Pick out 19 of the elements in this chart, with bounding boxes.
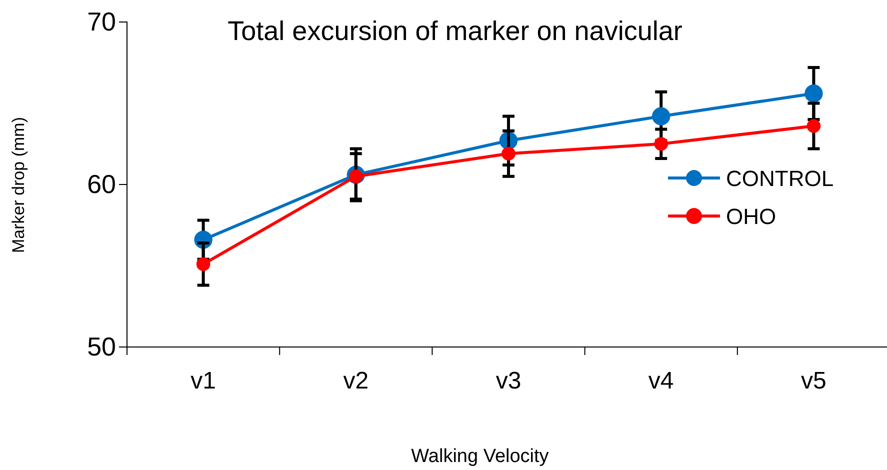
y-tick-label: 70 <box>87 6 116 36</box>
y-axis-title: Marker drop (mm) <box>9 116 28 254</box>
point <box>806 119 821 133</box>
x-tick-label: v3 <box>496 367 522 394</box>
x-tick-label: v4 <box>648 367 674 394</box>
chart-title: Total excursion of marker on navicular <box>228 16 682 46</box>
point <box>804 84 823 103</box>
point <box>654 136 668 151</box>
legend-label: CONTROL <box>726 166 834 191</box>
legend-label: OHO <box>726 204 776 229</box>
point <box>196 257 210 272</box>
y-tick-label: 60 <box>87 168 116 199</box>
x-tick-label: v2 <box>343 367 369 394</box>
x-axis-title: Walking Velocity <box>411 446 550 467</box>
y-tick-label: 50 <box>87 331 116 362</box>
x-tick-label: v5 <box>801 367 826 394</box>
x-tick-label: v1 <box>190 367 216 394</box>
point <box>652 107 670 126</box>
point <box>502 146 516 161</box>
